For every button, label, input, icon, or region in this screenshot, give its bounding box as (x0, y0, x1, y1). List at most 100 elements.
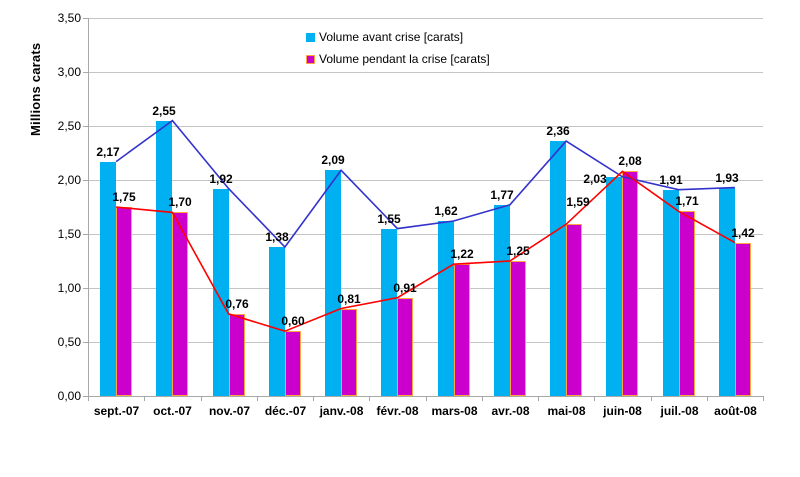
bar-series-0 (494, 205, 510, 396)
data-label: 2,17 (96, 145, 120, 159)
y-tick-label: 2,50 (57, 119, 81, 133)
x-tick (257, 397, 258, 401)
plot-area: 2,17 2,55 1,92 1,38 2,09 1,55 1,62 1,77 2,36 2,03… (88, 18, 763, 396)
bar-series-1 (397, 298, 413, 396)
bar-series-0 (438, 221, 454, 396)
x-axis-category-label: déc.-07 (264, 404, 307, 418)
legend-swatch-series-0 (306, 32, 315, 42)
y-tick (83, 342, 88, 343)
y-tick-label: 1,50 (57, 227, 81, 241)
y-tick-label: 2,00 (57, 173, 81, 187)
x-axis-category-label: oct.-07 (153, 404, 192, 418)
data-label: 0,76 (225, 297, 249, 311)
y-tick-label: 3,50 (57, 11, 81, 25)
bar-series-0 (550, 141, 566, 396)
x-tick (707, 397, 708, 401)
y-tick-label: 3,00 (57, 65, 81, 79)
data-label: 1,71 (675, 194, 699, 208)
bar-series-0 (606, 177, 622, 396)
data-label: 1,59 (566, 195, 590, 209)
bar-series-0 (100, 162, 116, 396)
data-label: 1,62 (434, 204, 458, 218)
x-tick (482, 397, 483, 401)
bar-series-0 (663, 190, 679, 396)
bar-series-1 (735, 243, 751, 396)
x-tick (313, 397, 314, 401)
legend-label: Volume avant crise [carats] (319, 30, 464, 44)
bar-series-1 (510, 261, 526, 396)
data-label: 1,92 (209, 172, 233, 186)
bar-series-0 (156, 121, 172, 396)
y-tick (83, 234, 88, 235)
y-tick (83, 126, 88, 127)
bar-series-0 (269, 247, 285, 396)
data-label: 1,55 (377, 212, 401, 226)
x-tick (88, 397, 89, 401)
x-tick (369, 397, 370, 401)
bar-series-1 (341, 309, 357, 396)
bar-series-1 (679, 211, 695, 396)
bar-series-1 (566, 224, 582, 396)
x-axis-category-label: juil.-08 (660, 404, 699, 418)
data-label: 0,91 (393, 281, 417, 295)
legend-item: Volume avant crise [carats] (306, 26, 490, 48)
data-label: 1,22 (450, 247, 474, 261)
line-series-1 (116, 170, 736, 333)
x-tick (538, 397, 539, 401)
gridline (88, 288, 763, 289)
gridline (88, 72, 763, 73)
data-label: 2,09 (321, 153, 345, 167)
data-label: 1,93 (715, 171, 739, 185)
y-tick-label: 1,00 (57, 281, 81, 295)
y-tick-label: 0,00 (57, 389, 81, 403)
data-label: 1,91 (659, 173, 683, 187)
x-axis-category-label: avr.-08 (491, 404, 530, 418)
y-tick (83, 180, 88, 181)
bar-series-1 (622, 171, 638, 396)
data-label: 2,36 (546, 124, 570, 138)
data-label: 2,03 (583, 172, 607, 186)
bar-series-0 (381, 229, 397, 396)
data-label: 1,75 (112, 190, 136, 204)
x-axis-category-label: sept.-07 (93, 404, 140, 418)
y-tick-label: 0,50 (57, 335, 81, 349)
x-axis-line (83, 396, 764, 397)
gridline (88, 234, 763, 235)
x-tick (144, 397, 145, 401)
legend-label: Volume pendant la crise [carats] (319, 52, 490, 66)
data-label: 1,25 (506, 244, 530, 258)
bar-series-1 (229, 314, 245, 396)
data-label: 1,70 (168, 195, 192, 209)
y-tick (83, 288, 88, 289)
x-tick (651, 397, 652, 401)
x-axis-category-label: mars-08 (431, 404, 478, 418)
gridline (88, 342, 763, 343)
legend: Volume avant crise [carats] Volume pendan… (306, 26, 490, 70)
x-axis-category-label: févr.-08 (376, 404, 419, 418)
bar-series-1 (285, 331, 301, 396)
legend-item: Volume pendant la crise [carats] (306, 48, 490, 70)
y-tick (83, 18, 88, 19)
x-tick (426, 397, 427, 401)
x-axis-category-label: mai-08 (547, 404, 586, 418)
x-tick (763, 397, 764, 401)
bar-series-1 (172, 212, 188, 396)
gridline (88, 126, 763, 127)
bar-series-0 (325, 170, 341, 396)
y-axis-line (88, 18, 89, 396)
data-label: 0,60 (281, 314, 305, 328)
data-label: 2,55 (152, 104, 176, 118)
x-tick (201, 397, 202, 401)
data-label: 1,77 (490, 188, 514, 202)
data-label: 1,42 (731, 226, 755, 240)
x-tick (594, 397, 595, 401)
data-label: 1,38 (265, 230, 289, 244)
y-tick (83, 72, 88, 73)
gridline (88, 180, 763, 181)
x-axis-category-label: janv.-08 (319, 404, 364, 418)
x-axis-category-label: juin-08 (603, 404, 642, 418)
bar-series-0 (213, 189, 229, 396)
legend-swatch-series-1 (306, 54, 315, 64)
data-label: 0,81 (337, 292, 361, 306)
